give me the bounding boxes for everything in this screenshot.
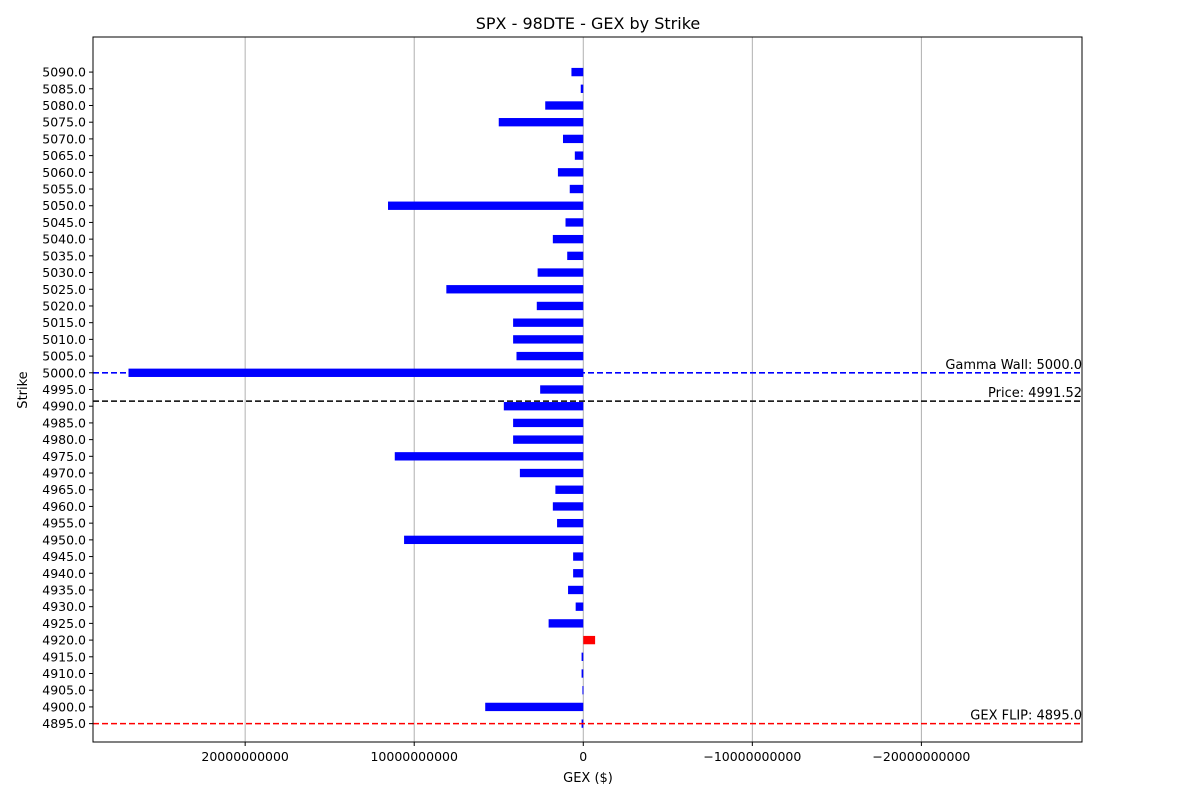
y-tick-label: 4935.0 xyxy=(42,582,86,597)
y-tick-label: 4995.0 xyxy=(42,382,86,397)
reference-line-label: Price: 4991.52 xyxy=(988,386,1082,401)
y-tick-label: 4950.0 xyxy=(42,532,86,547)
y-tick-label: 5050.0 xyxy=(42,198,86,213)
y-tick-label: 5040.0 xyxy=(42,232,86,247)
y-tick-label: 4960.0 xyxy=(42,499,86,514)
y-tick-label: 5090.0 xyxy=(42,65,86,80)
y-tick-label: 4920.0 xyxy=(42,633,86,648)
y-tick-label: 5010.0 xyxy=(42,332,86,347)
gex-bar-5010.0 xyxy=(513,335,584,344)
x-tick-label: 0 xyxy=(579,749,587,764)
y-tick-label: 5085.0 xyxy=(42,81,86,96)
y-tick-label: 4915.0 xyxy=(42,649,86,664)
gex-bar-5090.0 xyxy=(571,67,584,77)
gex-bar-5020.0 xyxy=(536,301,584,311)
y-tick-label: 4895.0 xyxy=(42,716,86,731)
gex-bar-4905.0 xyxy=(582,686,584,695)
gex-bar-4915.0 xyxy=(581,652,584,661)
gex-bar-4945.0 xyxy=(573,552,584,561)
gex-bar-5040.0 xyxy=(552,234,584,244)
y-tick-label: 5045.0 xyxy=(42,215,86,230)
gex-bar-5070.0 xyxy=(562,134,584,144)
gex-bar-5085.0 xyxy=(580,84,584,93)
y-tick-label: 5065.0 xyxy=(42,148,86,163)
x-tick-label: 20000000000 xyxy=(201,749,289,764)
gex-bar-4975.0 xyxy=(394,452,584,461)
x-tick-label: 10000000000 xyxy=(370,749,458,764)
y-tick-label: 4945.0 xyxy=(42,549,86,564)
gex-bar-4920.0 xyxy=(583,635,596,645)
gex-bar-4970.0 xyxy=(519,468,584,478)
gex-bar-4985.0 xyxy=(513,418,584,428)
y-tick-label: 5075.0 xyxy=(42,115,86,130)
gex-bar-5065.0 xyxy=(574,151,584,160)
gex-bar-5030.0 xyxy=(537,268,584,277)
y-tick-label: 4990.0 xyxy=(42,399,86,414)
y-tick-label: 4955.0 xyxy=(42,516,86,531)
gex-bar-5045.0 xyxy=(565,218,584,227)
gex-bar-4955.0 xyxy=(557,518,584,528)
gex-bar-5035.0 xyxy=(567,251,584,261)
gex-bar-5060.0 xyxy=(557,168,584,177)
y-tick-label: 5055.0 xyxy=(42,182,86,197)
gex-bar-4900.0 xyxy=(485,702,584,712)
y-tick-label: 4980.0 xyxy=(42,432,86,447)
y-tick-label: 5025.0 xyxy=(42,282,86,297)
y-tick-label: 4970.0 xyxy=(42,466,86,481)
gex-bar-5055.0 xyxy=(569,184,584,194)
y-tick-label: 4910.0 xyxy=(42,666,86,681)
gex-bar-4950.0 xyxy=(404,535,584,545)
gex-bar-5080.0 xyxy=(545,101,584,110)
x-tick-label: −10000000000 xyxy=(703,749,801,764)
bars xyxy=(128,67,596,728)
gex-bar-4935.0 xyxy=(568,585,584,595)
y-tick-label: 5070.0 xyxy=(42,131,86,146)
y-tick-label: 4900.0 xyxy=(42,699,86,714)
y-tick-label: 4985.0 xyxy=(42,415,86,430)
gex-bar-4980.0 xyxy=(513,435,584,444)
y-tick-label: 5015.0 xyxy=(42,315,86,330)
gex-bar-5075.0 xyxy=(498,118,584,127)
x-axis-ticks: 20000000000 10000000000 0 −10000000000 −2000… xyxy=(201,742,970,764)
y-tick-label: 5005.0 xyxy=(42,349,86,364)
y-tick-label: 4965.0 xyxy=(42,482,86,497)
y-tick-label: 5035.0 xyxy=(42,248,86,263)
y-axis-label: Strike xyxy=(16,371,31,408)
reference-lines: Gamma Wall: 5000.0 Price: 4991.52 GEX FLIP… xyxy=(93,358,1082,725)
reference-line-label: Gamma Wall: 5000.0 xyxy=(945,358,1082,373)
x-axis-label: GEX ($) xyxy=(563,771,613,786)
gex-bar-4940.0 xyxy=(573,569,584,578)
gex-bar-5025.0 xyxy=(446,285,584,294)
y-tick-label: 4925.0 xyxy=(42,616,86,631)
gex-bar-5015.0 xyxy=(513,318,584,327)
y-tick-label: 5000.0 xyxy=(42,365,86,380)
y-tick-label: 5020.0 xyxy=(42,298,86,313)
y-tick-label: 5060.0 xyxy=(42,165,86,180)
gex-bar-4990.0 xyxy=(503,402,584,411)
x-tick-label: −20000000000 xyxy=(872,749,970,764)
y-tick-label: 5030.0 xyxy=(42,265,86,280)
y-tick-label: 4930.0 xyxy=(42,599,86,614)
y-tick-label: 5080.0 xyxy=(42,98,86,113)
gex-bar-4995.0 xyxy=(540,385,584,394)
gex-bar-5050.0 xyxy=(388,201,584,210)
chart-title: SPX - 98DTE - GEX by Strike xyxy=(476,14,700,33)
reference-line-label: GEX FLIP: 4895.0 xyxy=(970,709,1082,724)
gex-bar-5005.0 xyxy=(516,351,584,361)
gex-bar-4925.0 xyxy=(548,619,584,628)
y-tick-label: 4940.0 xyxy=(42,566,86,581)
gex-bar-4910.0 xyxy=(581,669,584,678)
y-tick-label: 4905.0 xyxy=(42,683,86,698)
gex-bar-4960.0 xyxy=(552,502,584,511)
y-tick-label: 4975.0 xyxy=(42,449,86,464)
gex-bar-4930.0 xyxy=(575,602,584,611)
gex-bar-4965.0 xyxy=(555,485,584,494)
